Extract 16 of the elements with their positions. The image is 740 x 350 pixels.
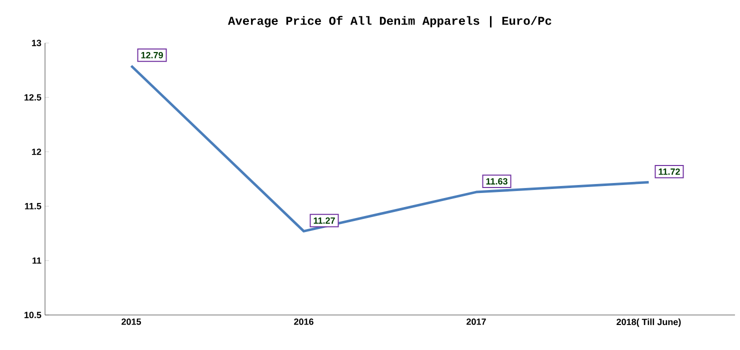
x-tick-label: 2015 [122,318,142,325]
x-tick-label: 2018( Till June) [616,318,681,327]
y-tick-label: 12.5 [24,94,42,101]
y-tick-label: 13 [32,40,42,46]
y-tick-label: 11 [32,257,42,264]
data-label: 12.79 [141,52,163,58]
y-tick-label: 12 [32,148,42,155]
y-tick-label: 10.5 [24,312,42,318]
x-tick-label: 2017 [466,318,486,325]
x-tick-label: 2016 [294,318,314,325]
data-label: 11.72 [658,168,680,175]
y-tick-label: 11.5 [25,203,42,210]
data-label: 11.63 [486,178,508,185]
line-series [130,64,650,232]
chart-title: Average Price Of All Denim Apparels | Euro/Pc [228,16,552,28]
data-label: 11.27 [314,217,335,224]
